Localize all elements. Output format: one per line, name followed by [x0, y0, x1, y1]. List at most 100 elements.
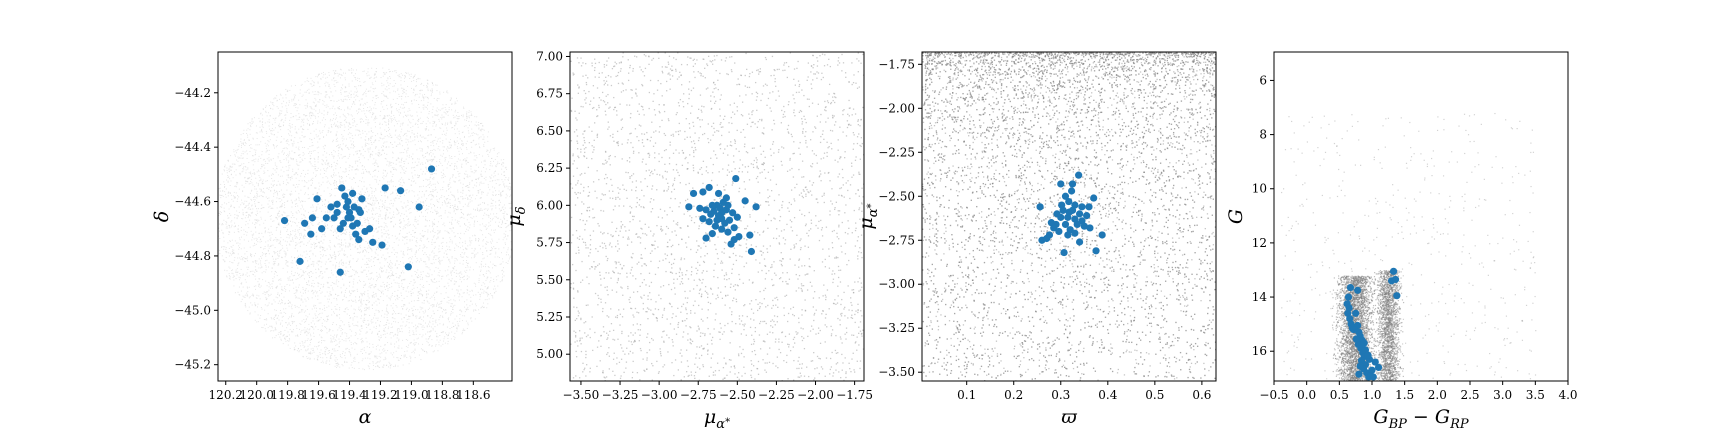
- member-point: [729, 209, 737, 217]
- x-tick-label: 118.6: [456, 388, 490, 402]
- x-tick-label: 2.0: [1428, 388, 1447, 402]
- member-point: [404, 263, 412, 271]
- plot-frame: [1273, 51, 1569, 382]
- x-tick-label: 120.2: [209, 388, 243, 402]
- x-tick-label: −3.00: [641, 388, 678, 402]
- y-tick-label: 6.00: [536, 198, 563, 212]
- member-point: [1090, 194, 1098, 202]
- member-point: [339, 219, 347, 227]
- member-point: [1086, 224, 1094, 232]
- plot-frame: [217, 51, 513, 382]
- member-point: [353, 219, 361, 227]
- member-point: [711, 222, 720, 230]
- x-tick-label: −2.00: [797, 388, 834, 402]
- member-point: [1071, 229, 1079, 237]
- member-point: [705, 183, 713, 192]
- member-point: [1080, 222, 1088, 230]
- x-tick-label: 0.5: [1145, 388, 1164, 402]
- member-point: [1344, 293, 1353, 301]
- cluster-points-layer: [280, 165, 1401, 381]
- member-point: [1350, 325, 1358, 334]
- x-tick-label: 2.5: [1460, 388, 1479, 402]
- member-point: [752, 203, 760, 211]
- member-point: [727, 240, 735, 248]
- x-tick-label: 118.8: [425, 388, 459, 402]
- member-point: [1368, 366, 1376, 374]
- member-point: [1036, 203, 1044, 211]
- member-point: [1391, 275, 1400, 284]
- y-tick-label: 6.50: [536, 124, 563, 138]
- member-point: [724, 201, 732, 209]
- y-axis-label: G: [1225, 209, 1247, 224]
- member-point: [1075, 171, 1083, 179]
- member-point: [1058, 201, 1066, 209]
- member-point: [702, 234, 710, 242]
- member-point: [336, 225, 344, 233]
- member-point: [1085, 203, 1093, 211]
- y-tick-label: −3.25: [878, 321, 915, 335]
- y-tick-label: 5.00: [536, 347, 563, 361]
- member-point: [396, 187, 405, 195]
- x-tick-label: 0.4: [1098, 388, 1117, 402]
- x-tick-label: −2.25: [758, 388, 795, 402]
- y-tick-label: −44.2: [174, 86, 211, 100]
- x-tick-label: −0.5: [1259, 388, 1288, 402]
- x-tick-label: 0.6: [1192, 388, 1211, 402]
- x-tick-label: 1.5: [1395, 388, 1414, 402]
- background-field-3: [922, 52, 1216, 381]
- member-point: [1092, 247, 1100, 255]
- member-point: [308, 214, 316, 222]
- y-tick-label: −1.75: [878, 57, 915, 71]
- member-point: [1043, 234, 1051, 243]
- member-point: [1083, 212, 1091, 220]
- axes-panel-1: 120.2120.0119.8119.6119.4119.2119.0118.8…: [151, 51, 513, 428]
- x-tick-label: −2.75: [680, 388, 717, 402]
- y-tick-label: −3.50: [878, 365, 915, 379]
- x-tick-label: 0.5: [1330, 388, 1349, 402]
- x-axis-label: GBP − GRP: [1373, 406, 1468, 432]
- y-tick-label: −44.8: [174, 249, 211, 263]
- y-tick-label: 6.75: [536, 87, 563, 101]
- plot-frame: [569, 51, 865, 382]
- y-tick-label: −45.0: [174, 303, 211, 317]
- member-point: [338, 184, 346, 192]
- axes-layer: 120.2120.0119.8119.6119.4119.2119.0118.8…: [151, 49, 1578, 432]
- x-axis-label: ϖ: [1061, 406, 1077, 428]
- member-point: [1371, 358, 1379, 366]
- member-point: [741, 197, 749, 205]
- member-point: [349, 189, 357, 197]
- member-point: [307, 230, 315, 238]
- y-axis-label: δ: [151, 211, 173, 222]
- background-field-1: [218, 67, 512, 371]
- axes-panel-4: −0.5 0.0 0.5 1.0 1.5 2.0 2.5 3.0 3.5 4.0 6 8 10 12 14 1…: [1225, 51, 1578, 432]
- member-point: [355, 236, 363, 244]
- member-point: [724, 228, 732, 236]
- member-point: [318, 225, 326, 233]
- y-tick-label: −2.50: [878, 189, 915, 203]
- member-point: [342, 203, 351, 211]
- x-tick-label: 119.4: [332, 388, 367, 402]
- member-point: [1078, 203, 1086, 211]
- member-point: [1065, 208, 1073, 216]
- member-point: [1075, 210, 1084, 218]
- member-point: [714, 212, 723, 220]
- member-point: [708, 201, 716, 209]
- y-tick-label: 5.75: [536, 236, 563, 250]
- member-point: [696, 204, 704, 212]
- member-point: [699, 215, 707, 223]
- y-tick-label: −2.75: [878, 233, 915, 247]
- x-tick-label: 0.3: [1051, 388, 1070, 402]
- x-tick-label: −3.25: [602, 388, 639, 402]
- member-point: [330, 214, 338, 222]
- y-tick-label: −44.4: [174, 140, 211, 154]
- x-tick-label: −1.75: [836, 388, 873, 402]
- member-point: [1354, 286, 1362, 294]
- member-point: [1345, 304, 1353, 312]
- member-point: [705, 218, 713, 226]
- x-tick-label: 1.0: [1362, 388, 1381, 402]
- member-point: [699, 188, 707, 196]
- member-point: [718, 225, 726, 233]
- y-tick-label: −44.6: [174, 195, 211, 209]
- member-point: [746, 231, 754, 239]
